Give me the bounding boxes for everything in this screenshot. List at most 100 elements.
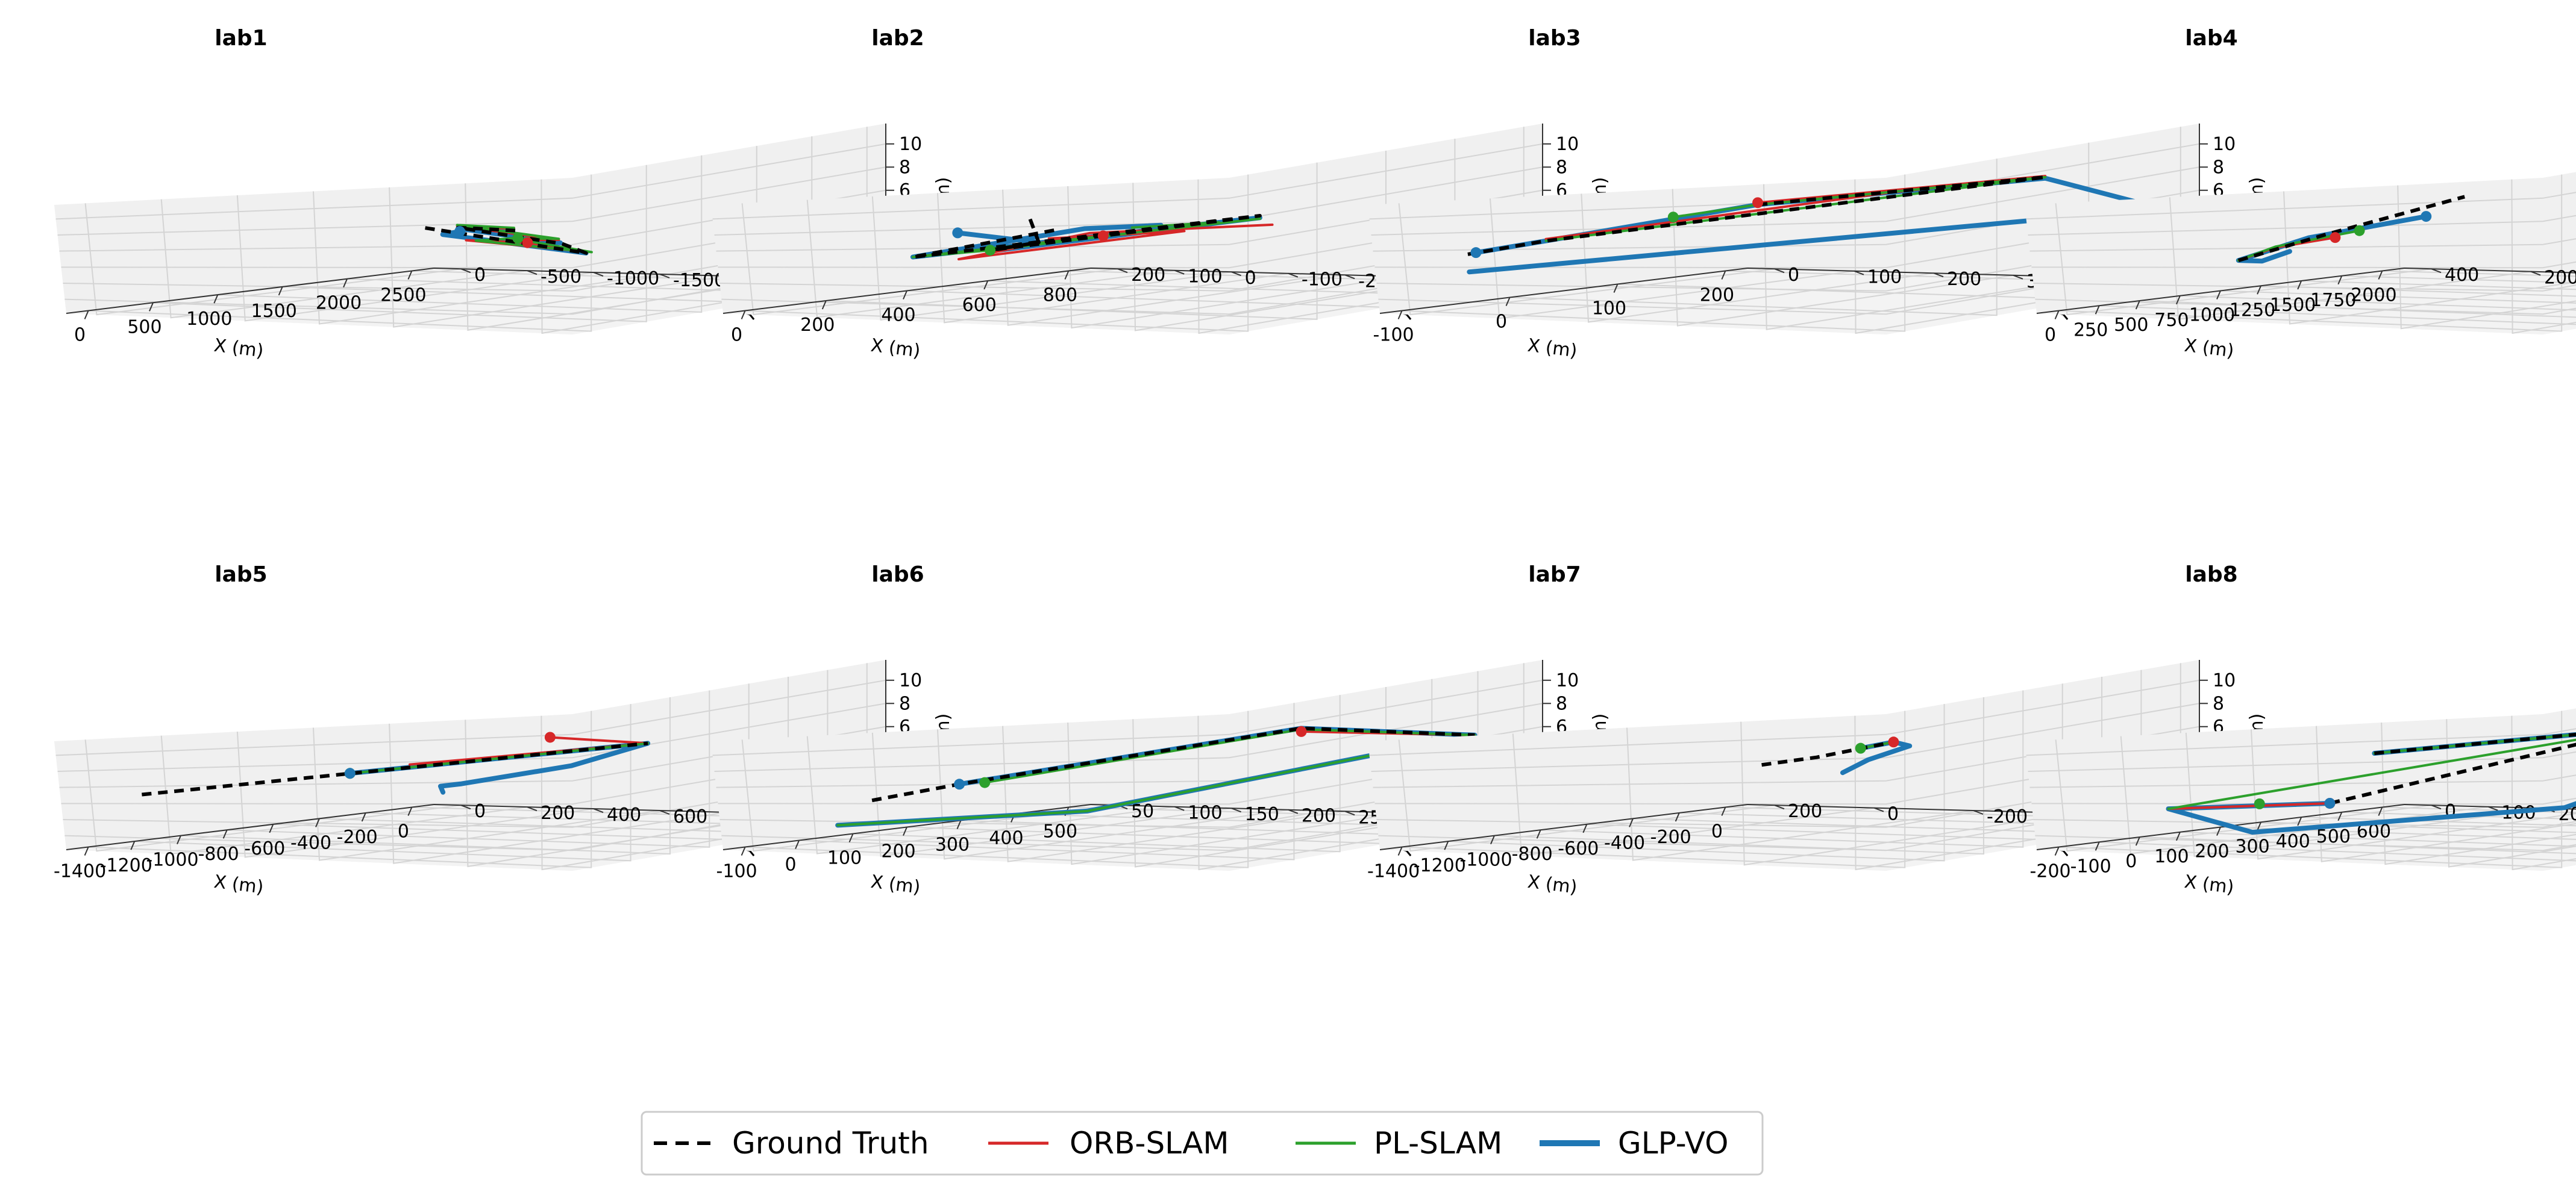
grid-x-lab4	[2301, 280, 2576, 290]
x-tick-label-lab3: -100	[1373, 325, 1414, 346]
grid-y-lab2	[1002, 189, 1346, 326]
grid-z-lab8	[2035, 835, 2576, 852]
y-tick-label-lab5: 400	[607, 805, 641, 826]
series-ground-truth-lab8	[2329, 732, 2576, 805]
x-tick-mark-lab7	[1582, 824, 1588, 833]
x-tick-mark-lab8	[2054, 847, 2060, 856]
x-axis-line-lab5	[66, 804, 434, 850]
x-tick-mark-lab2	[1064, 271, 1070, 280]
grid-z-lab2	[712, 143, 1543, 220]
x-tick-mark-lab4	[2337, 275, 2343, 285]
grid-y-lab3	[1763, 184, 2093, 330]
x-tick-label-lab7: -400	[1604, 832, 1645, 853]
marker-orb-slam-lab4	[2330, 232, 2341, 243]
panel-grid: lab1050010001500200025000-500-1000-1500-…	[54, 26, 2576, 898]
marker-pl-slam-lab8	[2254, 798, 2265, 809]
y-tick-label-lab4: 200	[2544, 268, 2576, 289]
y-tick-mark-lab8	[2431, 805, 2442, 810]
x-tick-label-lab2: 600	[962, 295, 997, 316]
marker-glp-vo-lab5	[344, 768, 356, 779]
z-tick-label-lab2: 10	[1556, 134, 1579, 155]
x-tick-label-lab3: 100	[1592, 298, 1626, 319]
y-tick-label-lab2: 0	[1245, 268, 1256, 289]
x-tick-label-lab6: 300	[935, 835, 970, 856]
x-tick-mark-lab5	[407, 807, 413, 816]
z-tick-label-lab6: 8	[1556, 693, 1567, 714]
grid-x-lab1	[218, 155, 703, 313]
y-tick-label-lab6: 100	[1188, 803, 1222, 824]
x-tick-label-lab4: 1500	[2270, 295, 2316, 316]
marker-orb-slam-lab6	[1296, 726, 1307, 737]
y-tick-mark-lab2	[1288, 272, 1299, 278]
y-tick-label-lab7: 200	[1788, 801, 1822, 822]
series-ground-truth-lab2	[910, 213, 1262, 259]
y-tick-mark-lab3	[1774, 268, 1785, 274]
y-tick-mark-lab6	[1288, 809, 1299, 814]
grid-y-lab6	[741, 739, 1118, 852]
grid-x-lab8	[2220, 826, 2576, 840]
y-tick-mark-lab3	[2013, 274, 2023, 280]
x-tick-mark-lab8	[2378, 807, 2383, 816]
legend-label-glp-vo: GLP-VO	[1618, 1126, 1728, 1161]
x-tick-mark-lab1	[84, 310, 89, 319]
x-tick-label-lab7: -1400	[1367, 861, 1420, 882]
grid-x-lab5	[134, 704, 631, 862]
x-axis-line-lab1	[66, 268, 434, 314]
grid-z-lab4	[2029, 238, 2576, 252]
grid-x-lab4	[2058, 174, 2563, 332]
grid-x-lab3	[1509, 158, 1998, 316]
panel-lab3: lab3-100010020001002003004005000246810X …	[1368, 26, 2267, 362]
marker-orb-slam-lab2	[1097, 230, 1109, 242]
x-tick-mark-lab8	[2337, 812, 2343, 821]
grid-y-lab3	[1672, 189, 2014, 327]
x-tick-label-lab2: 800	[1043, 285, 1077, 306]
grid-y-lab7	[1740, 721, 2073, 866]
y-tick-label-lab3: 100	[1867, 267, 1902, 288]
x-tick-label-lab5: -1400	[54, 861, 106, 882]
x-axis-label-lab7: X (m)	[1526, 871, 1578, 899]
x-tick-label-lab1: 2500	[380, 285, 426, 306]
grid-z-lab1	[55, 143, 886, 220]
grid-z-lab8	[2033, 818, 2576, 828]
series-ground-truth-lab3	[1467, 175, 2048, 256]
grid-x-lab7	[1494, 697, 1984, 855]
legend-entry-glp-vo: GLP-VO	[1540, 1126, 1728, 1161]
panel-lab8: lab8-200-1000100200300400500600010020030…	[2025, 562, 2576, 898]
grid-y-lab5	[84, 739, 462, 852]
y-tick-label-lab5: 0	[474, 801, 486, 822]
grid-x-lab6	[745, 711, 1249, 868]
legend-label-orb-slam: ORB-SLAM	[1070, 1126, 1229, 1161]
grid-z-lab4	[2031, 261, 2576, 269]
z-tick-label-lab1: 8	[899, 157, 910, 178]
x-tick-mark-lab6	[848, 833, 854, 842]
x-tick-label-lab5: -400	[290, 832, 331, 853]
x-tick-mark-lab1	[213, 294, 219, 304]
grid-y-lab5	[160, 735, 528, 855]
x-tick-mark-lab6	[956, 820, 962, 829]
x-tick-mark-lab4	[2135, 300, 2140, 310]
grid-x-lab4	[2220, 290, 2576, 304]
marker-glp-vo-lab8	[2324, 797, 2336, 809]
grid-y-lab8	[2055, 739, 2432, 852]
x-tick-mark-lab3	[1505, 297, 1511, 306]
x-tick-mark-lab8	[2135, 836, 2140, 846]
panel-title-lab2: lab2	[871, 26, 924, 51]
marker-orb-slam-lab7	[1888, 736, 1899, 748]
y-tick-mark-lab3	[1854, 270, 1864, 275]
x-axis-label-lab6: X (m)	[870, 871, 921, 899]
y-tick-mark-lab4	[2530, 271, 2541, 276]
x-tick-label-lab4: 1250	[2230, 300, 2275, 321]
y-tick-mark-lab5	[659, 810, 670, 815]
x-tick-label-lab4: 500	[2114, 315, 2148, 336]
x-tick-mark-lab8	[2175, 832, 2181, 841]
x-tick-label-lab8: 200	[2195, 841, 2229, 862]
legend-entry-pl-slam: PL-SLAM	[1296, 1126, 1502, 1161]
x-tick-mark-lab7	[1721, 807, 1726, 816]
grid-y-lab6	[1132, 719, 1459, 868]
grid-z-lab6	[712, 679, 1543, 756]
x-tick-label-lab5: -1200	[100, 855, 152, 876]
x-tick-mark-lab5	[177, 835, 181, 845]
legend-label-pl-slam: PL-SLAM	[1374, 1126, 1502, 1161]
x-tick-mark-lab1	[149, 302, 154, 312]
marker-orb-slam-lab5	[544, 732, 556, 743]
